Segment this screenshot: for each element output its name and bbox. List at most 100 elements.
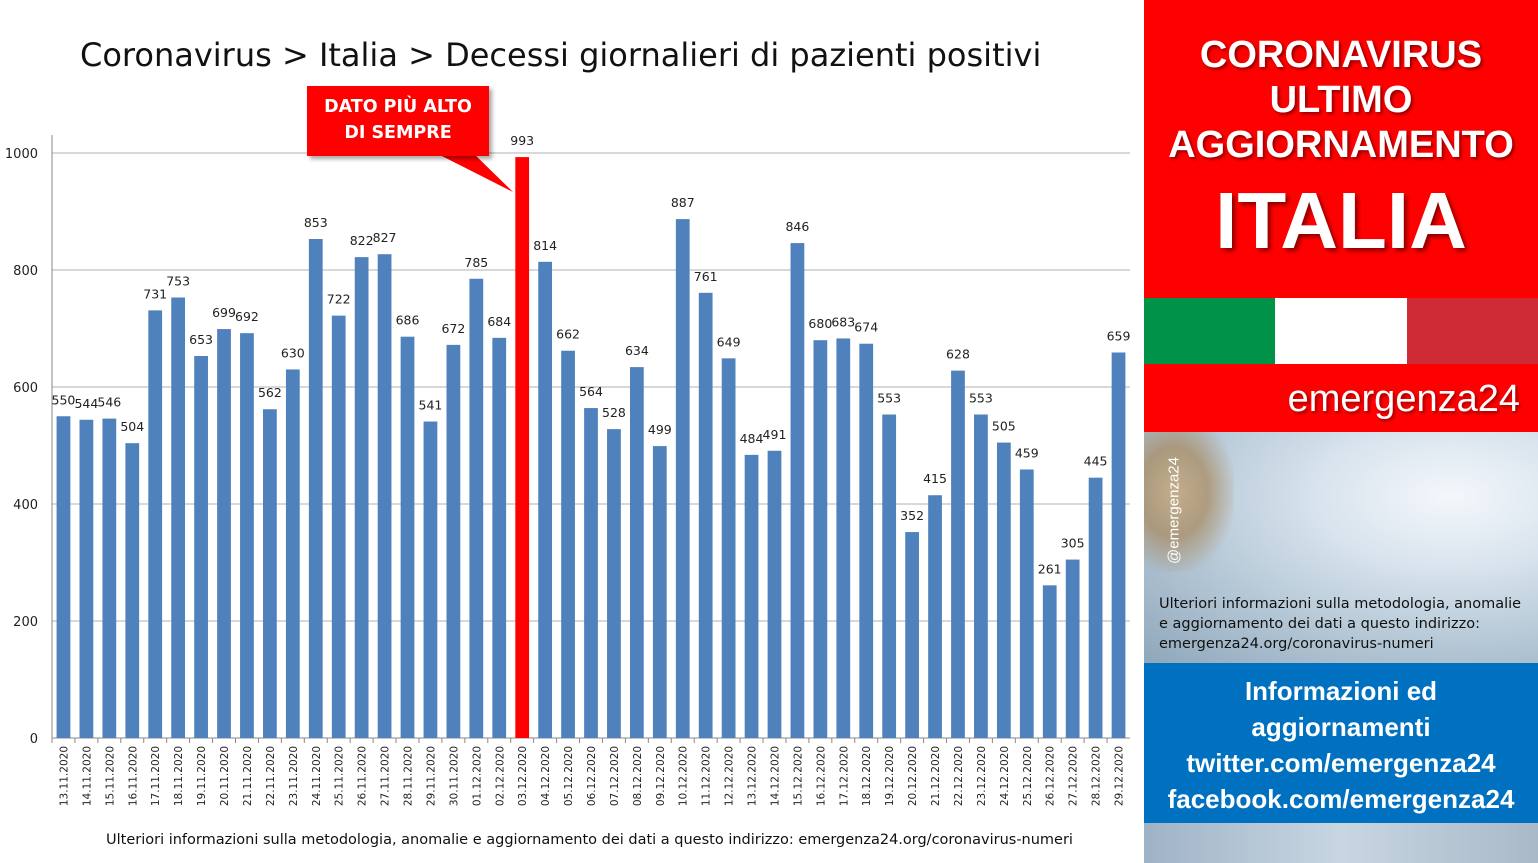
data-label: 785 xyxy=(464,255,488,270)
x-tick-label: 21.11.2020 xyxy=(242,746,254,806)
data-label: 846 xyxy=(785,219,809,234)
x-tick-label: 20.12.2020 xyxy=(907,746,919,806)
data-label: 541 xyxy=(419,398,443,413)
data-label: 499 xyxy=(648,422,672,437)
data-label: 484 xyxy=(740,431,764,446)
data-label: 686 xyxy=(396,313,420,328)
data-label: 699 xyxy=(212,305,236,320)
bar xyxy=(446,344,461,738)
callout-pointer xyxy=(430,150,513,192)
data-label: 662 xyxy=(556,327,580,342)
data-label: 993 xyxy=(510,133,534,148)
bar xyxy=(607,429,621,738)
x-tick-label: 27.12.2020 xyxy=(1068,746,1080,806)
y-tick-label: 200 xyxy=(13,615,38,630)
data-label: 546 xyxy=(97,395,121,410)
x-tick-label: 15.12.2020 xyxy=(792,746,804,806)
data-label: 415 xyxy=(923,471,947,486)
data-label: 822 xyxy=(350,233,374,248)
y-tick-label: 1000 xyxy=(5,147,38,162)
data-label: 550 xyxy=(52,392,76,407)
x-tick-label: 06.12.2020 xyxy=(586,746,598,806)
bar xyxy=(377,254,392,738)
x-tick-label: 02.12.2020 xyxy=(494,746,506,806)
x-tick-label: 26.12.2020 xyxy=(1045,746,1057,806)
data-label: 649 xyxy=(717,334,741,349)
x-tick-label: 19.12.2020 xyxy=(884,746,896,806)
data-label: 680 xyxy=(808,316,832,331)
x-tick-label: 15.11.2020 xyxy=(104,746,116,806)
info-line2: e aggiornamento dei dati a questo indiri… xyxy=(1159,616,1481,632)
brand-bar: emergenza24 xyxy=(1144,364,1538,432)
data-label: 653 xyxy=(189,332,213,347)
x-tick-labels: 13.11.2020 14.11.2020 15.11.2020 16.11.2020… xyxy=(58,746,1125,806)
sidebar-info: Ulteriori informazioni sulla metodologia… xyxy=(1159,594,1529,654)
data-label: 672 xyxy=(441,321,465,336)
data-label: 684 xyxy=(487,314,511,329)
x-tick-label: 07.12.2020 xyxy=(609,746,621,806)
data-label: 630 xyxy=(281,345,305,360)
bar xyxy=(331,315,346,738)
data-label: 553 xyxy=(969,390,993,405)
bar xyxy=(996,442,1011,738)
bar xyxy=(675,219,690,739)
flag-red-stripe xyxy=(1407,298,1538,364)
bar xyxy=(240,333,254,738)
x-tick-label: 19.11.2020 xyxy=(196,746,208,806)
x-tick-label: 17.12.2020 xyxy=(838,746,850,806)
bar xyxy=(721,358,736,738)
bar xyxy=(102,418,117,738)
bar xyxy=(56,416,71,738)
bar-highlight xyxy=(515,157,530,739)
data-label: 634 xyxy=(625,343,649,358)
x-tick-label: 21.12.2020 xyxy=(930,746,942,806)
bar xyxy=(194,355,208,738)
country-label: ITALIA xyxy=(1215,176,1467,265)
info-line3: emergenza24.org/coronavirus-numeri xyxy=(1159,636,1434,652)
x-tick-label: 12.12.2020 xyxy=(724,746,736,806)
heading-line2: ULTIMO xyxy=(1269,79,1413,121)
x-tick-label: 04.12.2020 xyxy=(540,746,552,806)
bar xyxy=(882,414,897,738)
facebook-link[interactable]: facebook.com/emergenza24 xyxy=(1167,784,1515,814)
x-tick-label: 25.11.2020 xyxy=(334,746,346,806)
data-label: 445 xyxy=(1084,454,1108,469)
x-tick-label: 17.11.2020 xyxy=(150,746,162,806)
callout-line2: DI SEMPRE xyxy=(344,123,452,143)
methodology-footnote: Ulteriori informazioni sulla metodologia… xyxy=(106,832,1073,848)
x-tick-label: 18.11.2020 xyxy=(173,746,185,806)
social-links-box: Informazioni ed aggiornamenti twitter.co… xyxy=(1144,663,1538,823)
data-label: 753 xyxy=(166,273,190,288)
bar xyxy=(652,446,667,738)
bar xyxy=(1088,477,1103,738)
data-label: 564 xyxy=(579,384,603,399)
data-label: 544 xyxy=(74,396,98,411)
y-tick-labels: 0 200 400 600 800 1000 xyxy=(5,147,38,747)
x-tick-label: 23.11.2020 xyxy=(288,746,300,806)
data-label: 504 xyxy=(120,419,144,434)
x-tick-label: 24.12.2020 xyxy=(999,746,1011,806)
data-label: 528 xyxy=(602,405,626,420)
twitter-link[interactable]: twitter.com/emergenza24 xyxy=(1186,748,1496,778)
bar xyxy=(584,408,598,738)
x-tick-label: 08.12.2020 xyxy=(632,746,644,806)
x-tick-label: 10.12.2020 xyxy=(678,746,690,806)
x-tick-label: 14.12.2020 xyxy=(769,746,781,806)
x-tick-label: 30.11.2020 xyxy=(448,746,460,806)
data-label: 731 xyxy=(143,286,167,301)
chart-title: Coronavirus > Italia > Decessi giornalie… xyxy=(80,36,1042,74)
data-label: 305 xyxy=(1061,536,1085,551)
sidebar-panel: CORONAVIRUS ULTIMO AGGIORNAMENTO ITALIA … xyxy=(1144,0,1538,863)
x-tick-label: 16.12.2020 xyxy=(815,746,827,806)
x-tick-label: 13.11.2020 xyxy=(58,746,70,806)
data-label: 827 xyxy=(373,230,397,245)
bar xyxy=(125,443,140,738)
bar xyxy=(951,370,965,738)
bar xyxy=(354,257,369,738)
bar xyxy=(836,338,851,738)
bar xyxy=(698,292,713,738)
x-tick-label: 05.12.2020 xyxy=(563,746,575,806)
heading-line1: CORONAVIRUS xyxy=(1199,34,1483,76)
data-label: 814 xyxy=(533,238,557,253)
data-label: 505 xyxy=(992,419,1016,434)
